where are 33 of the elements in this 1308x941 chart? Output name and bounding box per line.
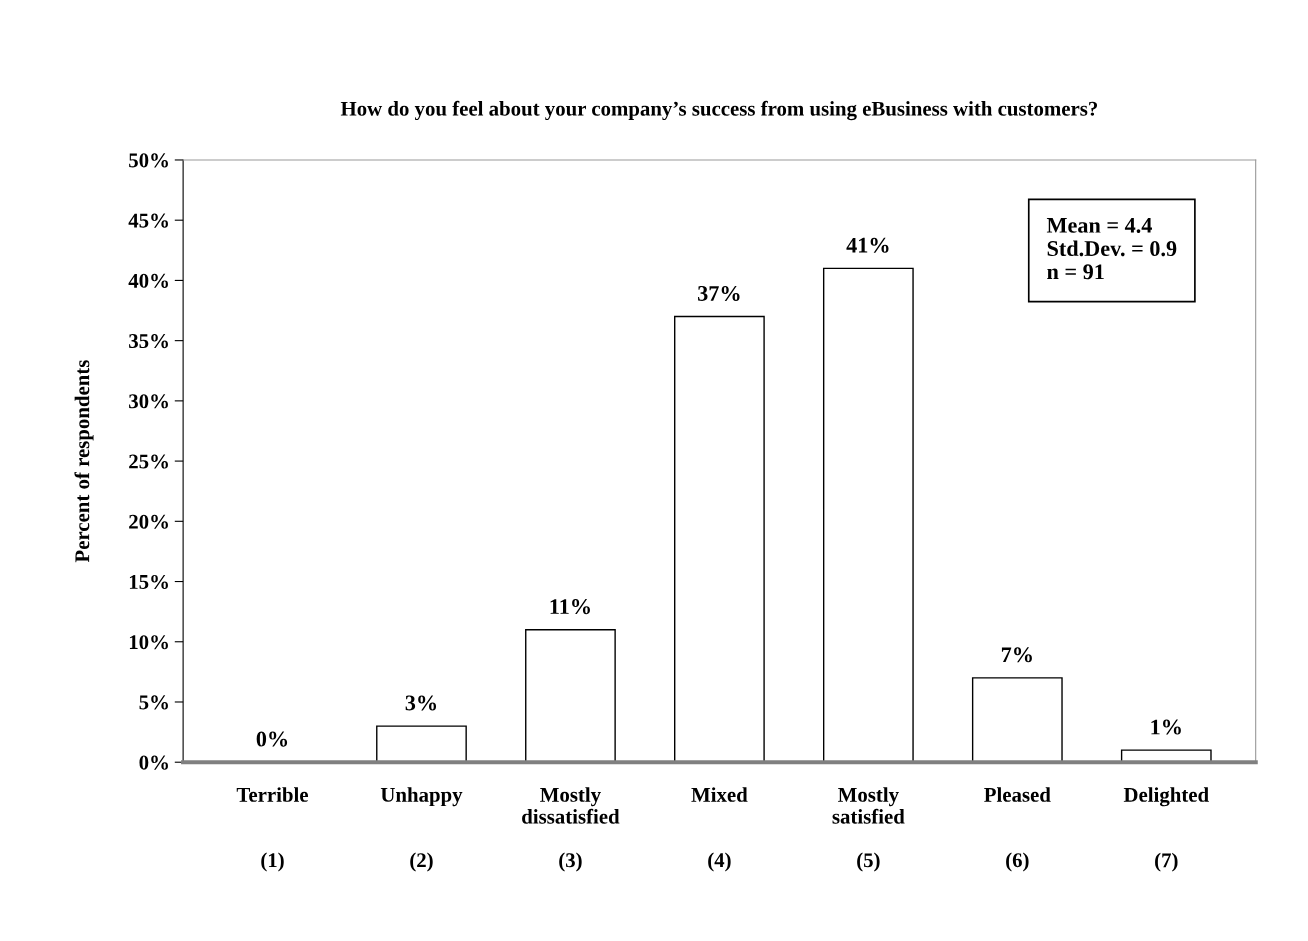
y-tick-label: 0% [139, 755, 168, 770]
bar [525, 629, 616, 763]
data-label: 0% [256, 731, 288, 747]
y-tick-label: 5% [139, 695, 168, 710]
data-label: 1% [1151, 719, 1181, 735]
y-tick-label: 20% [129, 514, 168, 529]
category-label: Delighted (7) [1123, 787, 1209, 872]
data-label: 3% [405, 695, 437, 711]
category-label: Mixed (4) [691, 787, 748, 872]
y-tick-label: 35% [129, 334, 168, 349]
y-tick-label: 30% [129, 394, 168, 409]
category-label: Unhappy (2) [380, 787, 463, 872]
data-label: 37% [698, 285, 740, 301]
y-tick-label: 45% [128, 213, 168, 228]
data-label: 11% [550, 599, 590, 615]
y-tick-label: 15% [129, 574, 168, 590]
y-tick-label: 40% [128, 273, 168, 288]
data-label: 41% [846, 237, 889, 253]
bar [376, 725, 467, 763]
category-label: Mostly dissatisfied (3) [522, 787, 620, 872]
y-tick-label: 25% [129, 454, 168, 469]
category-label: Terrible (1) [236, 787, 309, 872]
data-label: 7% [1001, 647, 1032, 663]
category-label: Mostly satisfied (5) [832, 787, 905, 872]
annotation: Mean = 4.4 Std.Dev. = 0.9 n = 91 [1046, 217, 1177, 280]
chart-title: How do you feel about your company’s success from using eBusiness with customers? [340, 100, 1098, 121]
bar [971, 677, 1063, 763]
y-tick-label: 50% [129, 153, 168, 168]
category-label: Pleased (6) [984, 787, 1051, 872]
bar [822, 267, 914, 763]
bar [674, 315, 765, 763]
y-axis-title: Percent of respondents [74, 360, 94, 563]
y-tick-label: 10% [129, 635, 168, 650]
